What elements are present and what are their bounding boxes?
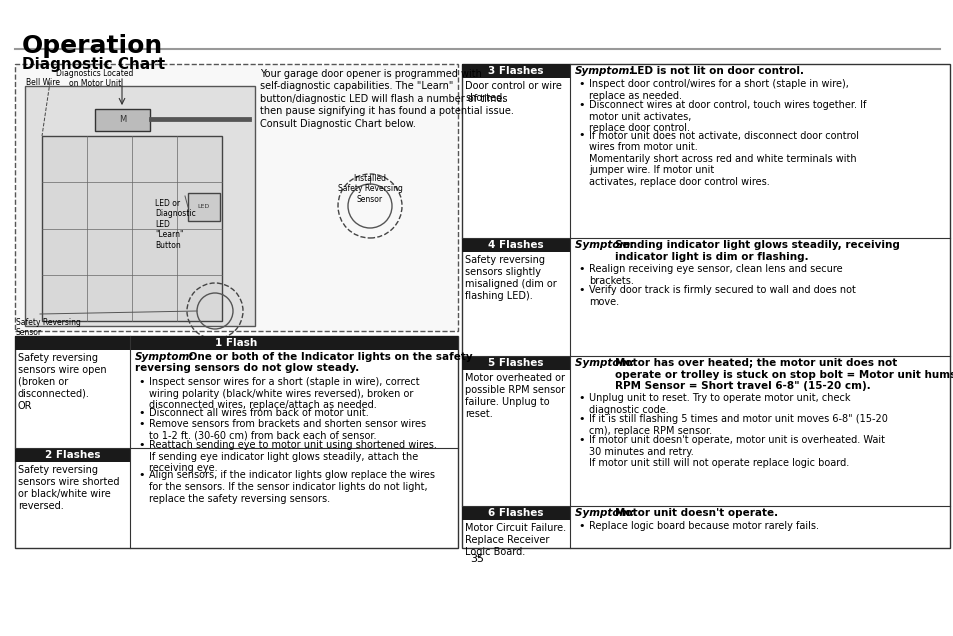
Text: Verify door track is firmly secured to wall and does not
move.: Verify door track is firmly secured to w…	[588, 285, 855, 307]
Text: Replace logic board because motor rarely fails.: Replace logic board because motor rarely…	[588, 521, 818, 531]
Bar	[461, 506, 569, 520]
Text: •: •	[578, 285, 584, 295]
Bar	[461, 238, 569, 252]
Text: •: •	[578, 130, 584, 141]
Text: •: •	[138, 440, 144, 450]
Text: Disconnect wires at door control, touch wires together. If
motor unit activates,: Disconnect wires at door control, touch …	[588, 100, 865, 133]
Bar	[461, 64, 569, 78]
Bar	[15, 336, 457, 350]
Text: Symptom:: Symptom:	[575, 508, 638, 518]
Text: Operation: Operation	[22, 34, 163, 58]
Text: Installed
Safety Reversing
Sensor: Installed Safety Reversing Sensor	[337, 174, 402, 204]
Text: Bell Wire: Bell Wire	[26, 78, 60, 87]
Text: M: M	[119, 116, 126, 125]
Text: Door control or wire
shorted.: Door control or wire shorted.	[464, 81, 561, 103]
Text: •: •	[578, 79, 584, 89]
Bar	[95, 109, 150, 131]
Text: Inspect sensor wires for a short (staple in wire), correct
wiring polarity (blac: Inspect sensor wires for a short (staple…	[149, 377, 419, 410]
Text: Symptom:: Symptom:	[575, 358, 638, 368]
Text: Safety reversing
sensors wire open
(broken or
disconnected).
OR: Safety reversing sensors wire open (brok…	[18, 353, 107, 411]
Text: If motor unit doesn't operate, motor unit is overheated. Wait
30 minutes and ret: If motor unit doesn't operate, motor uni…	[588, 435, 884, 468]
Text: If it is still flashing 5 times and motor unit moves 6-8" (15-20
cm), replace RP: If it is still flashing 5 times and moto…	[588, 414, 887, 436]
Text: •: •	[578, 393, 584, 403]
Text: Diagnostic Chart: Diagnostic Chart	[22, 57, 165, 72]
Text: •: •	[578, 414, 584, 424]
Text: Symptom:: Symptom:	[135, 352, 194, 362]
Text: Your garage door opener is programmed with
self-diagnostic capabilities. The "Le: Your garage door opener is programmed wi…	[260, 69, 514, 128]
Text: Realign receiving eye sensor, clean lens and secure
brackets.: Realign receiving eye sensor, clean lens…	[588, 264, 841, 286]
Text: Motor unit doesn't operate.: Motor unit doesn't operate.	[615, 508, 778, 518]
Text: Diagnostics Located
on Motor Unit: Diagnostics Located on Motor Unit	[56, 69, 133, 88]
Text: Symptom:: Symptom:	[575, 66, 634, 76]
Text: Motor Circuit Failure.
Replace Receiver
Logic Board.: Motor Circuit Failure. Replace Receiver …	[464, 523, 565, 557]
Bar	[15, 336, 457, 548]
Text: •: •	[138, 419, 144, 429]
Text: Reattach sending eye to motor unit using shortened wires.
If sending eye indicat: Reattach sending eye to motor unit using…	[149, 440, 436, 473]
Text: Safety Reversing
Sensor: Safety Reversing Sensor	[16, 318, 81, 338]
Text: •: •	[578, 264, 584, 274]
Text: Motor has over heated; the motor unit does not
operate or trolley is stuck on st: Motor has over heated; the motor unit do…	[615, 358, 953, 391]
Text: Remove sensors from brackets and shorten sensor wires
to 1-2 ft. (30-60 cm) from: Remove sensors from brackets and shorten…	[149, 419, 426, 441]
Text: reversing sensors do not glow steady.: reversing sensors do not glow steady.	[135, 363, 359, 373]
Text: Sending indicator light glows steadily, receiving
indicator light is dim or flas: Sending indicator light glows steadily, …	[615, 240, 900, 261]
Text: LED or
Diagnostic
LED
"Learn"
Button: LED or Diagnostic LED "Learn" Button	[154, 199, 195, 249]
Text: Safety reversing
sensors slightly
misaligned (dim or
flashing LED).: Safety reversing sensors slightly misali…	[464, 255, 557, 301]
Text: 1 Flash: 1 Flash	[215, 338, 257, 348]
Text: Disconnect all wires from back of motor unit.: Disconnect all wires from back of motor …	[149, 408, 369, 417]
Text: 4 Flashes: 4 Flashes	[488, 240, 543, 250]
Text: Safety reversing
sensors wire shorted
or black/white wire
reversed.: Safety reversing sensors wire shorted or…	[18, 465, 119, 511]
Text: One or both of the Indicator lights on the safety: One or both of the Indicator lights on t…	[185, 352, 472, 362]
Text: 6 Flashes: 6 Flashes	[488, 508, 543, 518]
Text: •: •	[578, 521, 584, 531]
Text: Motor overheated or
possible RPM sensor
failure. Unplug to
reset.: Motor overheated or possible RPM sensor …	[464, 373, 564, 419]
Text: LED: LED	[197, 205, 210, 209]
Text: •: •	[578, 100, 584, 110]
Bar	[15, 64, 457, 331]
Text: Unplug unit to reset. Try to operate motor unit, check
diagnostic code.: Unplug unit to reset. Try to operate mot…	[588, 393, 850, 415]
Bar	[461, 356, 569, 370]
Bar	[188, 193, 220, 221]
Text: 3 Flashes: 3 Flashes	[488, 66, 543, 76]
Bar	[42, 136, 222, 321]
Text: LED is not lit on door control.: LED is not lit on door control.	[626, 66, 803, 76]
Bar	[25, 86, 254, 326]
Text: •: •	[138, 377, 144, 387]
Bar	[461, 64, 949, 548]
Text: •: •	[138, 408, 144, 417]
Text: If motor unit does not activate, disconnect door control
wires from motor unit.
: If motor unit does not activate, disconn…	[588, 130, 858, 187]
Text: Align sensors, if the indicator lights glow replace the wires
for the sensors. I: Align sensors, if the indicator lights g…	[149, 471, 435, 504]
Text: Inspect door control/wires for a short (staple in wire),
replace as needed.: Inspect door control/wires for a short (…	[588, 79, 848, 100]
Text: Symptom:: Symptom:	[575, 240, 638, 250]
Text: 2 Flashes: 2 Flashes	[45, 450, 100, 460]
Text: •: •	[578, 435, 584, 445]
Text: 5 Flashes: 5 Flashes	[488, 358, 543, 368]
Text: •: •	[138, 471, 144, 481]
Text: 35: 35	[470, 554, 483, 564]
Bar	[15, 448, 130, 462]
